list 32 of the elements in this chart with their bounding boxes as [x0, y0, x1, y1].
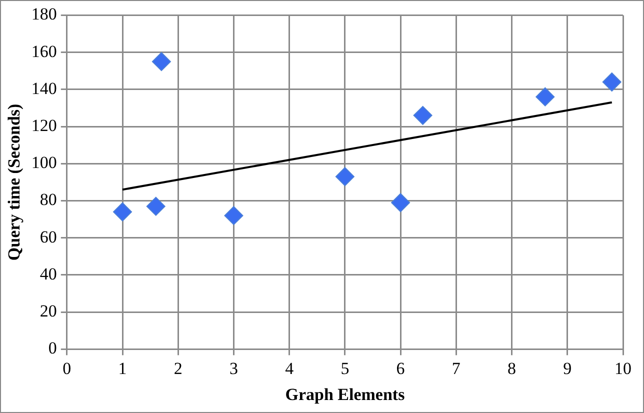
point [602, 72, 622, 92]
point [152, 52, 171, 72]
point [413, 106, 432, 125]
x-tick-label: 9 [563, 358, 572, 378]
point [391, 193, 410, 212]
y-tick-label: 160 [31, 42, 57, 61]
x-tick-label: 10 [614, 358, 632, 378]
x-tick-label: 1 [118, 358, 127, 378]
y-tick-label: 180 [31, 4, 57, 24]
y-tick-label: 40 [40, 264, 57, 284]
y-tick-label: 80 [40, 190, 57, 210]
point [536, 87, 555, 106]
y-tick-label: 120 [31, 116, 57, 135]
y-tick-label: 20 [40, 302, 57, 321]
x-tick-label: 5 [340, 358, 350, 378]
point [224, 206, 244, 226]
x-tick-label: 3 [229, 358, 238, 378]
x-tick-label: 4 [285, 358, 294, 378]
x-tick-label: 2 [174, 358, 182, 378]
y-tick-label: 100 [31, 153, 57, 172]
x-tick-label: 8 [508, 358, 516, 378]
point [113, 202, 132, 222]
x-axis-title: Graph Elements [285, 385, 406, 404]
x-tick-label: 0 [62, 358, 72, 378]
y-axis-title: Query time (Seconds) [4, 104, 24, 261]
y-tick-label: 60 [40, 227, 57, 246]
y-tick-label: 140 [31, 78, 57, 98]
x-tick-label: 6 [396, 358, 405, 378]
x-tick-label: 7 [452, 358, 461, 378]
y-tick-label: 0 [48, 338, 57, 358]
point [146, 196, 166, 216]
point [335, 167, 354, 186]
